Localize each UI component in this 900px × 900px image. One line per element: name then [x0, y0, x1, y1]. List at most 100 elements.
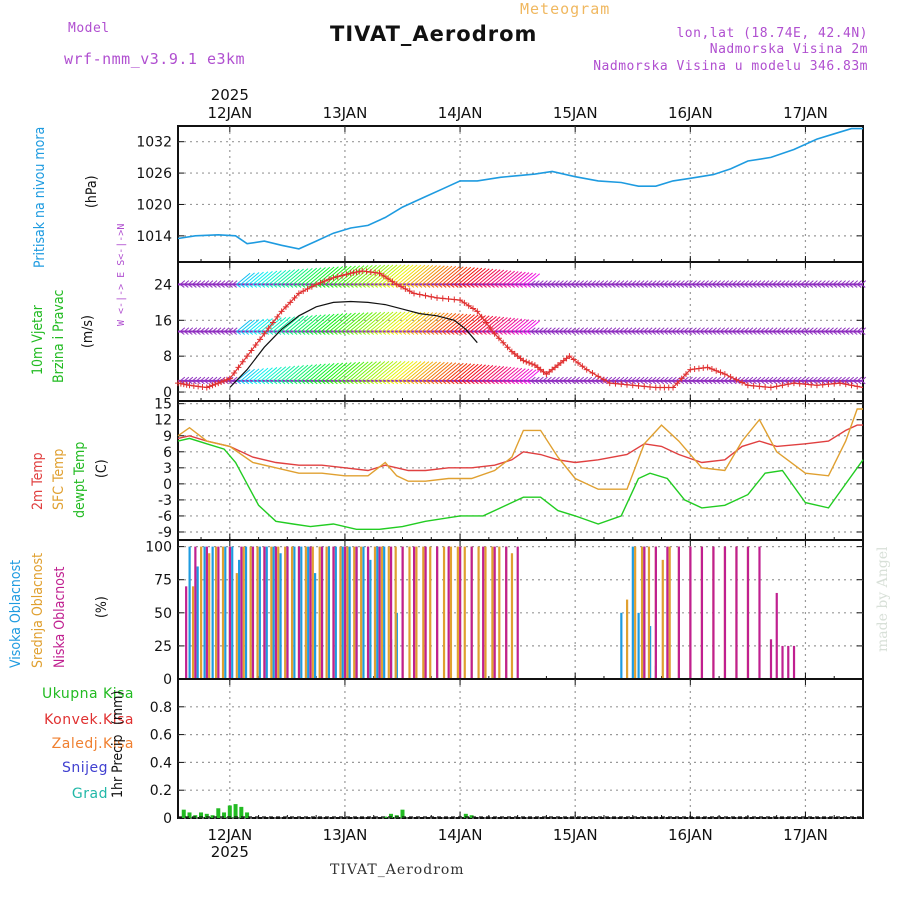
wind-barb-tail	[824, 331, 830, 335]
wind-barb	[470, 364, 490, 382]
wind-barb	[663, 280, 669, 285]
wind-barb	[316, 362, 339, 382]
wind-barb-tail	[498, 331, 503, 335]
gust-marker	[261, 330, 268, 337]
wind-barb	[248, 318, 264, 332]
wind-barb	[522, 320, 537, 332]
precip-bar	[204, 813, 209, 818]
cloud-mid-bar	[408, 546, 411, 679]
wind-barb	[288, 268, 309, 285]
wind-barb	[550, 376, 556, 382]
wind-barb-tail	[393, 380, 399, 385]
wind-barb-tail	[582, 284, 588, 288]
wind-barb	[498, 270, 515, 285]
wind-barb	[208, 327, 214, 332]
wind-barb-tail	[252, 331, 258, 335]
wind-barb-tail	[562, 284, 568, 288]
wind-barb	[711, 280, 718, 285]
wind-barb	[740, 327, 746, 332]
cloud-unit: (%)	[94, 596, 110, 618]
wind-barb	[192, 327, 198, 332]
wind-barb	[361, 311, 386, 332]
wind-barb-tail	[578, 380, 584, 385]
wind-barb-tail	[280, 380, 286, 385]
wind-barb	[615, 280, 621, 285]
gust-marker	[647, 383, 654, 390]
cloud-high-bar	[383, 546, 386, 679]
gust-marker	[848, 382, 855, 389]
wind-barb	[836, 327, 842, 332]
wind-barb	[808, 280, 814, 285]
wind-barb-tail	[554, 380, 560, 385]
gust-marker	[278, 308, 285, 315]
wind-barb-tail	[582, 331, 588, 335]
wind-barb-tail	[780, 284, 785, 288]
wind-barb-tail	[337, 284, 342, 288]
wind-barb	[675, 327, 681, 332]
wind-barb-tail	[691, 331, 697, 335]
wind-barb-tail	[736, 380, 741, 385]
gust-marker	[713, 367, 720, 374]
wind-barb-tail	[474, 284, 479, 288]
wind-barb-tail	[353, 380, 358, 385]
wind-barb	[204, 280, 210, 285]
wind-barb	[800, 280, 806, 285]
wind-barb	[498, 317, 515, 332]
cloud-low-bar	[447, 546, 450, 679]
wind-barb	[433, 265, 457, 285]
wind-barb	[429, 362, 453, 382]
wind-barb	[534, 376, 540, 382]
wind-barb	[244, 272, 260, 285]
precip-bar	[388, 813, 393, 818]
wind-barb	[381, 264, 406, 285]
cloud-mid-bar	[256, 546, 259, 679]
wind-barb-tail	[574, 380, 580, 385]
gust-marker	[808, 381, 815, 388]
wind-barb-tail	[570, 380, 576, 385]
ytick-label-precip-4: 0.8	[150, 700, 172, 716]
gust-marker	[678, 375, 685, 382]
wind-barb	[385, 311, 410, 332]
wind-barb-tail	[707, 331, 713, 335]
wind-barb-tail	[510, 380, 516, 385]
wind-barb-tail	[715, 284, 721, 288]
wind-barb-tail	[599, 331, 604, 335]
wind-barb-tail	[445, 331, 451, 335]
gust-marker	[733, 376, 740, 383]
wind-barb	[357, 361, 382, 382]
gust-marker	[465, 302, 472, 309]
wind-barb-tail	[349, 331, 354, 335]
wind-barb	[292, 315, 313, 332]
wind-barb-tail	[812, 331, 818, 335]
wind-barb	[788, 376, 794, 382]
wind-barb	[260, 270, 278, 285]
wind-barb	[288, 364, 309, 382]
wind-barb-tail	[268, 380, 274, 385]
wind-barb	[425, 361, 449, 382]
wind-barb	[244, 319, 260, 332]
wind-barb	[518, 368, 533, 382]
wind-barb-tail	[276, 284, 282, 288]
wind-barb-tail	[707, 380, 713, 385]
top-year-label: 2025	[211, 86, 249, 104]
wind-barb-tail	[530, 284, 536, 288]
wind-barb	[490, 269, 508, 285]
wind-barb-tail	[776, 331, 781, 335]
wind-barb-tail	[280, 284, 286, 288]
gust-marker	[183, 381, 190, 388]
wind-barb	[458, 267, 479, 285]
wind-barb	[393, 264, 418, 285]
bottom-date-label-5: 17JAN	[783, 826, 828, 844]
wind-barb	[268, 317, 287, 332]
gust-marker	[265, 325, 272, 332]
wind-barb	[397, 311, 422, 332]
wind-barb-tail	[603, 284, 608, 288]
wind-barb	[860, 327, 867, 332]
wind-barb	[349, 264, 373, 285]
wind-barb	[498, 367, 515, 382]
wind-barb-tail	[546, 331, 552, 335]
wind-barb-tail	[433, 331, 439, 335]
wind-barb	[647, 280, 653, 285]
wind-barb	[341, 312, 365, 332]
wind-barb	[582, 376, 589, 382]
